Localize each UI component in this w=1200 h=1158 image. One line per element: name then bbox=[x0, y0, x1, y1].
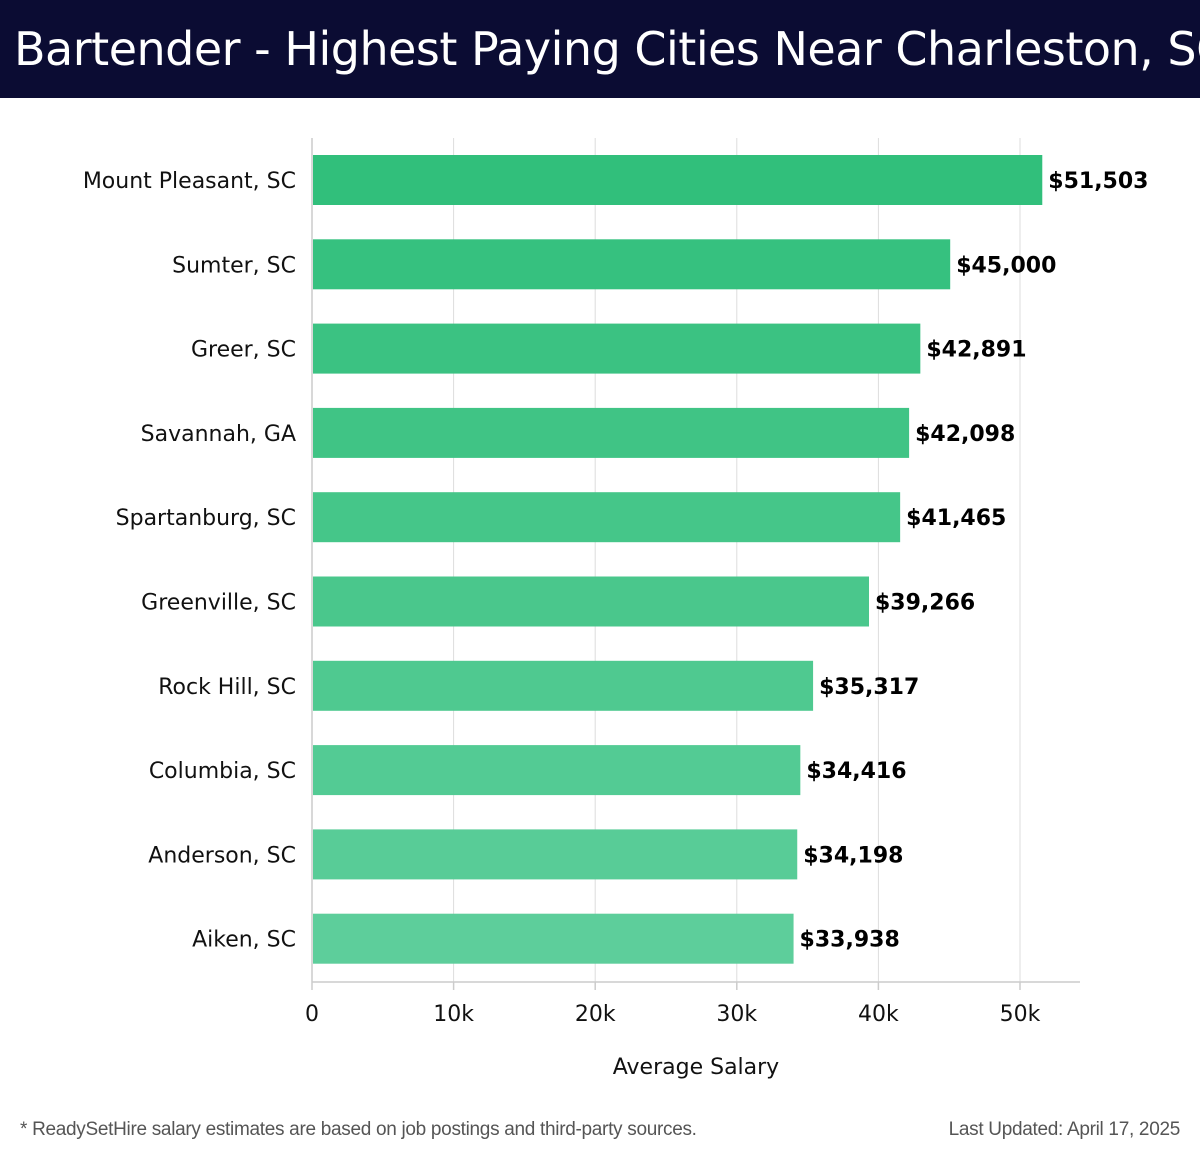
x-tick-label: 10k bbox=[433, 1002, 474, 1027]
bar bbox=[313, 155, 1043, 205]
value-label: $42,891 bbox=[926, 338, 1026, 363]
bar bbox=[313, 407, 910, 458]
x-axis: 0 10k 20k 30k 40k 50k bbox=[305, 138, 1080, 1027]
last-updated: Last Updated: April 17, 2025 bbox=[948, 1119, 1181, 1140]
value-label: $41,465 bbox=[906, 506, 1006, 531]
x-tick-label: 20k bbox=[575, 1002, 616, 1027]
value-label: $34,416 bbox=[806, 759, 906, 784]
bar bbox=[313, 829, 798, 880]
category-label: Mount Pleasant, SC bbox=[83, 169, 296, 194]
value-label: $42,098 bbox=[915, 422, 1015, 447]
value-label: $45,000 bbox=[956, 253, 1056, 278]
x-tick-label: 50k bbox=[1000, 1002, 1041, 1027]
value-label: $39,266 bbox=[875, 591, 975, 616]
category-label: Rock Hill, SC bbox=[158, 675, 296, 700]
header-bar: Bartender - Highest Paying Cities Near C… bbox=[0, 0, 1200, 98]
x-axis-title: Average Salary bbox=[613, 1055, 779, 1080]
value-labels: $51,503 $45,000 $42,891 $42,098 $41,465 $39,2… bbox=[800, 169, 1149, 953]
bar bbox=[313, 323, 921, 374]
bars bbox=[313, 155, 1043, 964]
bar bbox=[313, 745, 801, 796]
x-tick-label: 30k bbox=[716, 1002, 757, 1027]
value-label: $33,938 bbox=[800, 928, 900, 953]
x-tick-label: 0 bbox=[305, 1002, 319, 1027]
x-tick-label: 40k bbox=[858, 1002, 899, 1027]
page-title: Bartender - Highest Paying Cities Near C… bbox=[14, 22, 1200, 76]
bar bbox=[313, 239, 951, 290]
category-label: Savannah, GA bbox=[141, 422, 296, 447]
category-label: Greenville, SC bbox=[141, 591, 296, 616]
bar-chart: Mount Pleasant, SC Sumter, SC Greer, SC Sav… bbox=[83, 138, 1149, 1080]
value-label: $35,317 bbox=[819, 675, 919, 700]
category-label: Anderson, SC bbox=[148, 843, 296, 868]
value-label: $51,503 bbox=[1048, 169, 1148, 194]
category-label: Spartanburg, SC bbox=[116, 506, 296, 531]
footnote: * ReadySetHire salary estimates are base… bbox=[20, 1119, 697, 1140]
category-label: Columbia, SC bbox=[149, 759, 296, 784]
category-label: Sumter, SC bbox=[172, 253, 296, 278]
bar bbox=[313, 492, 901, 543]
y-axis-labels: Mount Pleasant, SC Sumter, SC Greer, SC Sav… bbox=[83, 169, 296, 953]
value-label: $34,198 bbox=[803, 843, 903, 868]
bar bbox=[313, 576, 870, 627]
bar bbox=[313, 913, 794, 964]
category-label: Aiken, SC bbox=[192, 928, 296, 953]
category-label: Greer, SC bbox=[191, 338, 296, 363]
bar bbox=[313, 660, 814, 711]
